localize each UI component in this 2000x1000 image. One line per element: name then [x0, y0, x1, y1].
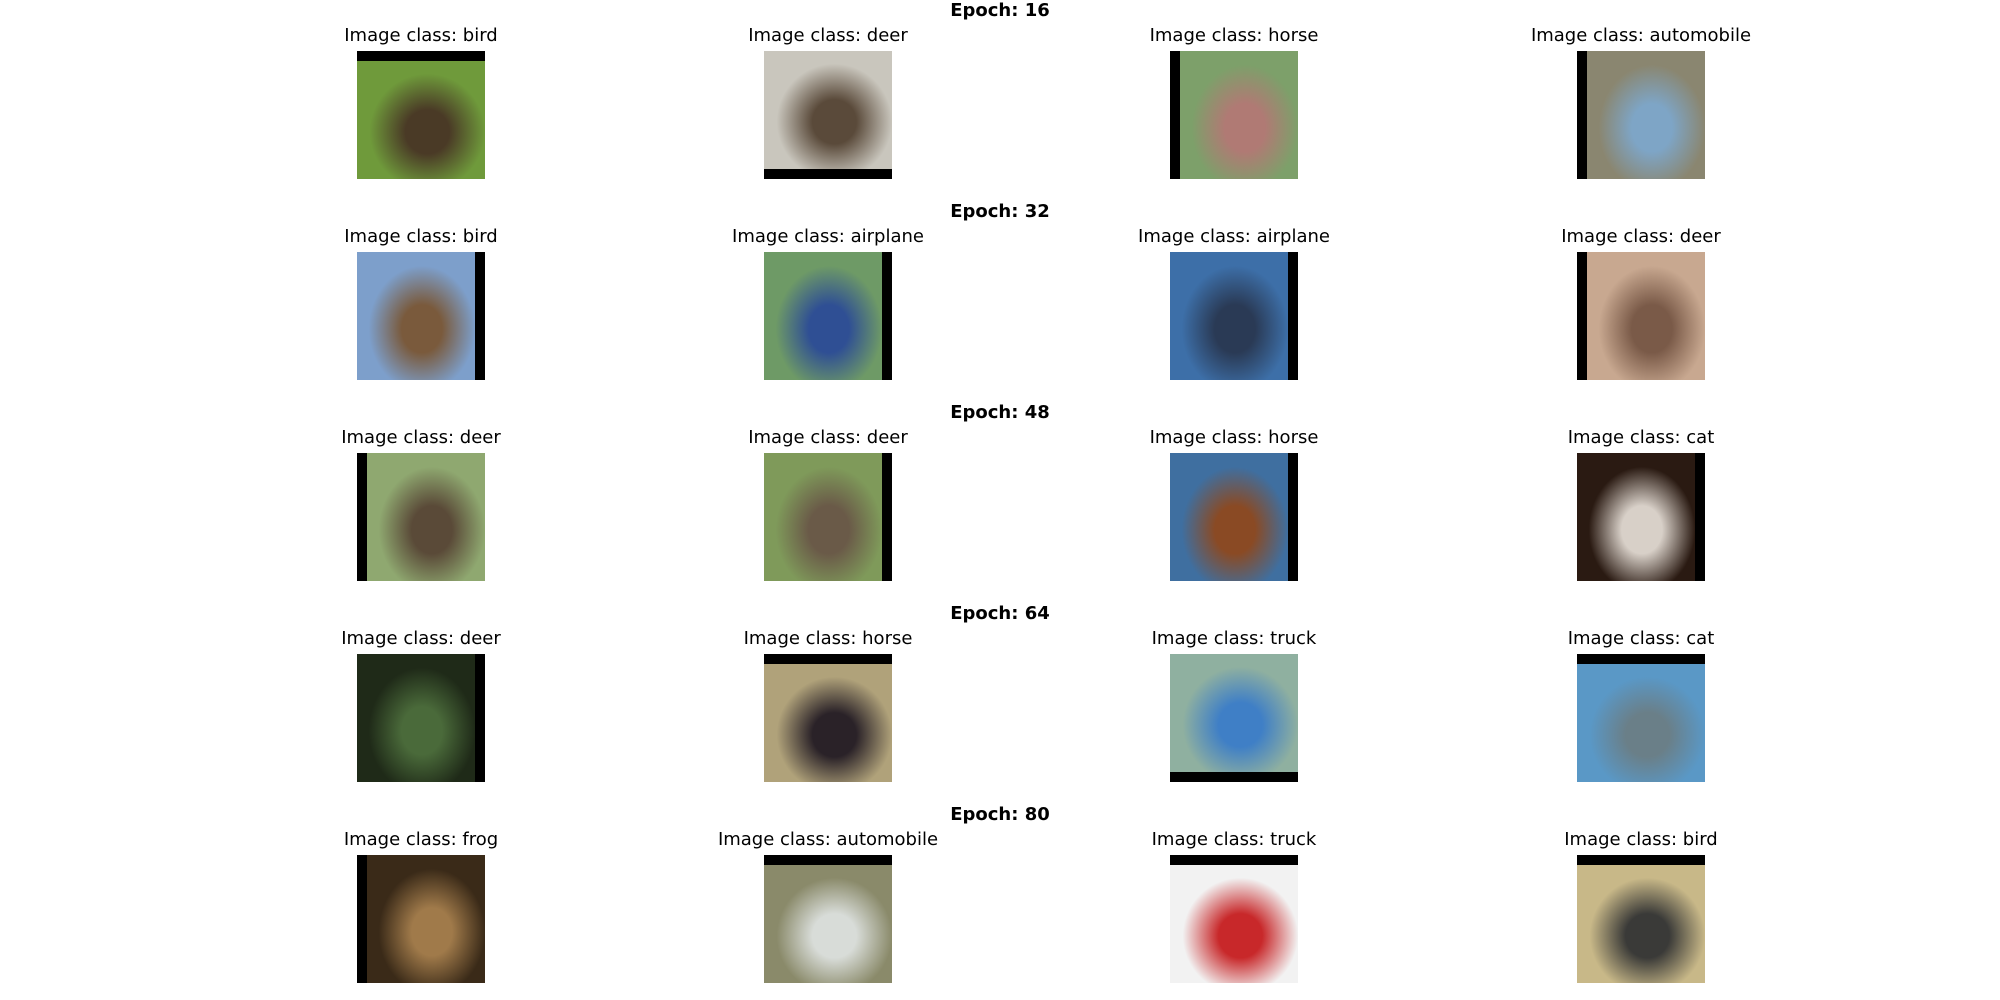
image-thumbnail: [357, 453, 485, 581]
grid-cell: Image class: deer: [1491, 226, 1791, 380]
grid-cell: Image class: airplane: [1084, 226, 1384, 380]
image-class-label: Image class: horse: [743, 628, 913, 649]
image-thumbnail: [1577, 654, 1705, 782]
grid-cell: Image class: airplane: [678, 226, 978, 380]
image-class-label: Image class: bird: [344, 25, 498, 46]
image-class-label: Image class: deer: [748, 25, 908, 46]
epoch-title: Epoch: 48: [950, 402, 1050, 423]
image-thumbnail: [764, 855, 892, 983]
image-class-label: Image class: deer: [341, 427, 501, 448]
grid-cell: Image class: deer: [678, 25, 978, 179]
grid-cell: Image class: truck: [1084, 829, 1384, 983]
image-class-label: Image class: horse: [1149, 25, 1319, 46]
epoch-title: Epoch: 64: [950, 603, 1050, 624]
grid-cell: Image class: bird: [1491, 829, 1791, 983]
image-class-label: Image class: deer: [748, 427, 908, 448]
image-thumbnail: [764, 453, 892, 581]
image-thumbnail: [357, 51, 485, 179]
image-thumbnail: [1170, 51, 1298, 179]
image-class-label: Image class: automobile: [717, 829, 939, 850]
image-thumbnail: [764, 654, 892, 782]
image-class-label: Image class: airplane: [732, 226, 924, 247]
grid-cell: Image class: truck: [1084, 628, 1384, 782]
image-thumbnail: [357, 252, 485, 380]
grid-cell: Image class: cat: [1491, 427, 1791, 581]
image-class-label: Image class: cat: [1567, 628, 1715, 649]
image-class-label: Image class: bird: [1564, 829, 1718, 850]
image-class-label: Image class: automobile: [1530, 25, 1752, 46]
image-thumbnail: [1170, 453, 1298, 581]
epoch-title: Epoch: 32: [950, 201, 1050, 222]
image-thumbnail: [1170, 654, 1298, 782]
grid-cell: Image class: automobile: [678, 829, 978, 983]
image-thumbnail: [357, 654, 485, 782]
epoch-title: Epoch: 80: [950, 804, 1050, 825]
image-thumbnail: [764, 252, 892, 380]
grid-cell: Image class: deer: [678, 427, 978, 581]
grid-cell: Image class: frog: [271, 829, 571, 983]
image-thumbnail: [1577, 453, 1705, 581]
grid-cell: Image class: bird: [271, 226, 571, 380]
epoch-title: Epoch: 16: [950, 0, 1050, 21]
image-class-label: Image class: deer: [1561, 226, 1721, 247]
image-class-label: Image class: frog: [343, 829, 499, 850]
grid-cell: Image class: horse: [1084, 427, 1384, 581]
image-thumbnail: [1577, 855, 1705, 983]
grid-cell: Image class: horse: [1084, 25, 1384, 179]
image-class-label: Image class: horse: [1149, 427, 1319, 448]
image-class-label: Image class: truck: [1151, 829, 1317, 850]
grid-cell: Image class: horse: [678, 628, 978, 782]
grid-cell: Image class: bird: [271, 25, 571, 179]
image-thumbnail: [1170, 855, 1298, 983]
image-class-label: Image class: bird: [344, 226, 498, 247]
image-thumbnail: [1577, 252, 1705, 380]
image-thumbnail: [1170, 252, 1298, 380]
image-class-label: Image class: deer: [341, 628, 501, 649]
grid-cell: Image class: cat: [1491, 628, 1791, 782]
image-thumbnail: [764, 51, 892, 179]
image-class-label: Image class: cat: [1567, 427, 1715, 448]
grid-cell: Image class: automobile: [1491, 25, 1791, 179]
image-thumbnail: [357, 855, 485, 983]
grid-cell: Image class: deer: [271, 628, 571, 782]
grid-cell: Image class: deer: [271, 427, 571, 581]
image-class-label: Image class: truck: [1151, 628, 1317, 649]
image-thumbnail: [1577, 51, 1705, 179]
image-class-label: Image class: airplane: [1138, 226, 1330, 247]
